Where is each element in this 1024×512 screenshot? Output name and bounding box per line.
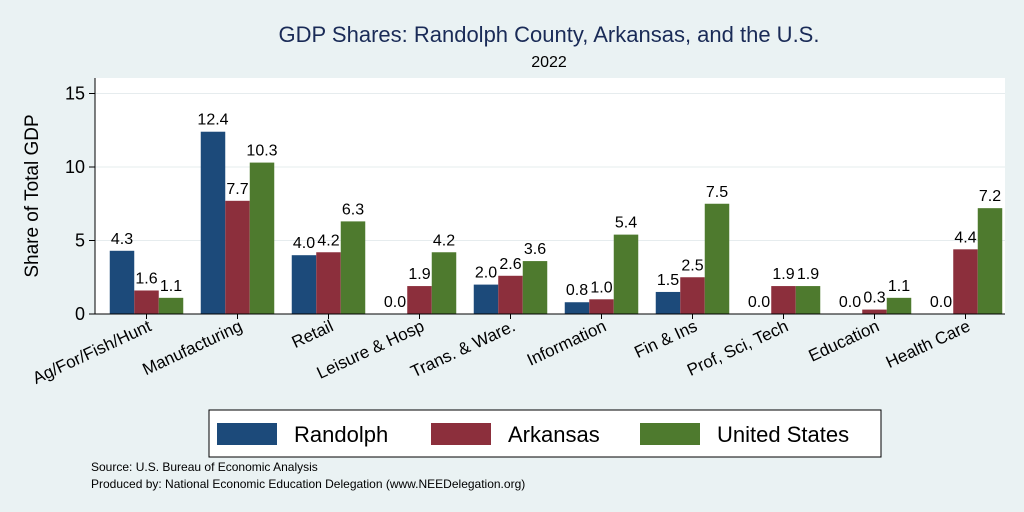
data-label: 0.0 (384, 294, 406, 311)
data-label: 7.2 (979, 188, 1001, 205)
bar-arkansas (134, 290, 159, 314)
data-label: 2.5 (681, 257, 703, 274)
category-label: Retail (289, 316, 336, 352)
legend-label: United States (717, 422, 849, 447)
category-label: Prof, Sci, Tech (684, 316, 791, 379)
data-label: 1.1 (160, 278, 182, 295)
bar-arkansas (862, 309, 887, 314)
data-label: 2.6 (499, 256, 521, 273)
bar-arkansas (589, 299, 614, 314)
data-label: 0.0 (839, 294, 861, 311)
y-tick-label: 5 (75, 231, 85, 251)
bar-united-states (522, 261, 548, 314)
bar-arkansas (407, 286, 432, 314)
legend-swatch (640, 423, 700, 445)
category-label: Health Care (883, 316, 973, 372)
legend-label: Arkansas (508, 422, 600, 447)
bar-united-states (340, 221, 366, 314)
bar-randolph (109, 250, 135, 314)
bar-randolph (200, 131, 226, 314)
data-label: 1.1 (888, 278, 910, 295)
bar-arkansas (680, 277, 705, 314)
y-tick-label: 10 (65, 157, 85, 177)
bar-united-states (249, 162, 275, 314)
legend-swatch (217, 423, 277, 445)
data-label: 1.6 (135, 270, 157, 287)
data-label: 12.4 (197, 112, 228, 129)
data-label: 1.9 (797, 266, 819, 283)
y-tick-label: 0 (75, 304, 85, 324)
legend-swatch (431, 423, 491, 445)
data-label: 10.3 (246, 143, 277, 160)
legend: Randolph Arkansas United States (208, 409, 882, 458)
bar-united-states (704, 203, 730, 314)
data-label: 3.6 (524, 241, 546, 258)
bar-randolph (473, 284, 499, 314)
data-label: 0.0 (748, 294, 770, 311)
chart-subtitle: 2022 (531, 54, 567, 71)
category-label: Education (806, 316, 883, 365)
bar-arkansas (771, 286, 796, 314)
bar-arkansas (498, 275, 523, 314)
y-axis-label: Share of Total GDP (22, 114, 43, 277)
bar-united-states (431, 252, 457, 314)
data-label: 1.9 (772, 266, 794, 283)
category-label: Trans. & Ware. (408, 316, 518, 381)
data-label: 7.5 (706, 184, 728, 201)
bars (109, 131, 1003, 314)
data-label: 1.0 (590, 279, 612, 296)
data-label: 6.3 (342, 201, 364, 218)
legend-label: Randolph (294, 422, 388, 447)
y-tick-label: 15 (65, 84, 85, 104)
data-label: 1.9 (408, 266, 430, 283)
data-label: 0.3 (863, 290, 885, 307)
source-note: Source: U.S. Bureau of Economic Analysis (91, 460, 318, 474)
data-label: 0.8 (566, 282, 588, 299)
data-label: 7.7 (226, 181, 248, 198)
data-label: 4.3 (111, 231, 133, 248)
category-label: Information (524, 316, 609, 369)
category-label: Ag/For/Fish/Hunt (30, 316, 155, 388)
bar-united-states (795, 286, 821, 314)
data-label: 4.4 (954, 229, 976, 246)
data-labels: 4.31.6 1.112.47.710.34.0 4.26.30.01.94.22.… (111, 112, 1001, 311)
bar-arkansas (316, 252, 341, 314)
category-label: Manufacturing (140, 316, 246, 379)
bar-randolph (655, 291, 681, 314)
data-label: 0.0 (930, 294, 952, 311)
data-label: 5.4 (615, 215, 637, 232)
data-label: 4.0 (293, 235, 315, 252)
data-label: 4.2 (433, 232, 455, 249)
bar-randolph (564, 302, 590, 314)
data-label: 2.0 (475, 265, 497, 282)
bar-united-states (886, 297, 912, 314)
bar-randolph (291, 255, 317, 314)
bar-arkansas (953, 249, 978, 314)
data-label: 4.2 (317, 232, 339, 249)
bar-united-states (613, 234, 639, 314)
category-label: Fin & Ins (631, 316, 700, 362)
y-axis-ticks: 0 5 10 15 (65, 84, 95, 324)
legend-box (208, 409, 882, 458)
bar-united-states (158, 297, 184, 314)
bar-united-states (977, 208, 1003, 314)
chart-title: GDP Shares: Randolph County, Arkansas, a… (279, 22, 820, 47)
produced-note: Produced by: National Economic Education… (91, 477, 525, 491)
bar-arkansas (225, 200, 250, 314)
data-label: 1.5 (657, 272, 679, 289)
